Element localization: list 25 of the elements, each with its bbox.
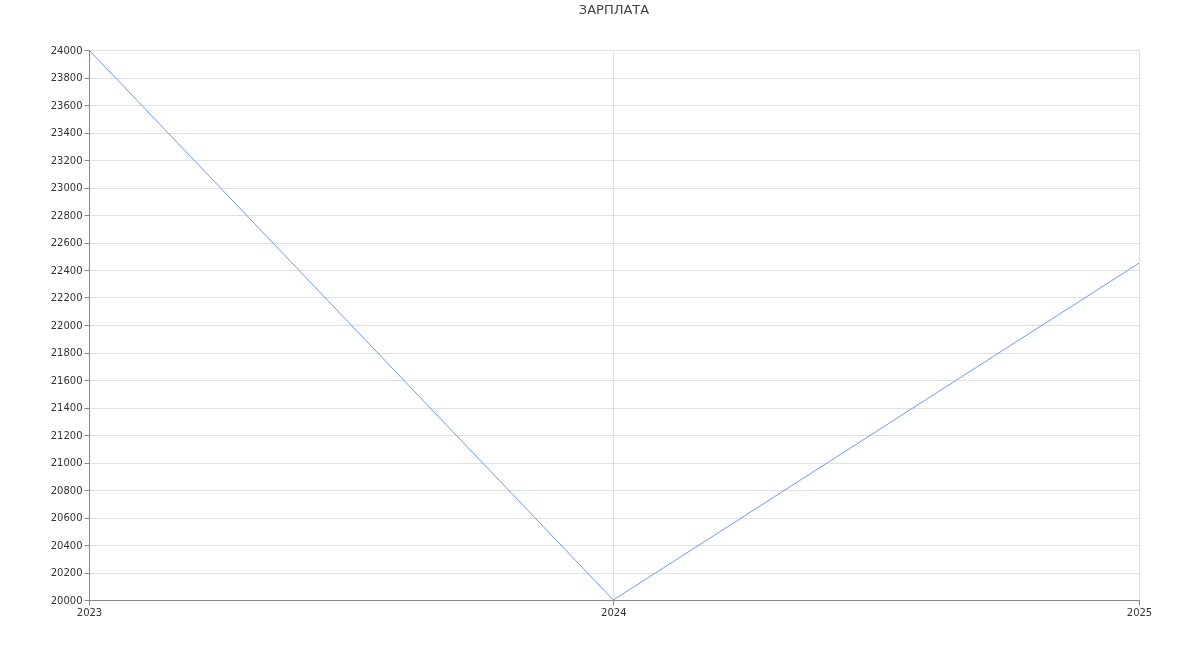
y-tick-label: 23800 bbox=[50, 72, 83, 83]
y-tick-label: 23600 bbox=[50, 99, 83, 111]
y-tick-label: 23000 bbox=[50, 182, 83, 193]
y-tick-label: 22000 bbox=[50, 319, 83, 331]
x-tick-label: 2024 bbox=[601, 606, 627, 618]
chart-title: ЗАРПЛАТА bbox=[578, 2, 650, 17]
y-tick-label: 20600 bbox=[50, 512, 83, 523]
y-tick-label: 21200 bbox=[50, 429, 83, 441]
y-tick-label: 22600 bbox=[50, 237, 83, 248]
y-tick-label: 23400 bbox=[50, 127, 83, 138]
y-tick-label: 20400 bbox=[50, 539, 83, 551]
y-tick-label: 22400 bbox=[50, 264, 83, 276]
y-tick-label: 22800 bbox=[50, 209, 83, 221]
x-tick-label: 2025 bbox=[1126, 606, 1153, 618]
y-tick-label: 20000 bbox=[50, 594, 83, 606]
y-tick-label: 23200 bbox=[50, 154, 83, 166]
x-tick-label: 2023 bbox=[76, 606, 103, 618]
y-tick-label: 21400 bbox=[50, 402, 83, 413]
y-tick-label: 22200 bbox=[50, 292, 83, 303]
y-tick-label: 21800 bbox=[50, 347, 83, 358]
y-tick-label: 20200 bbox=[50, 567, 83, 578]
y-tick-label: 20800 bbox=[50, 484, 83, 496]
y-tick-label: 21600 bbox=[50, 374, 83, 386]
y-tick-label: 21000 bbox=[50, 457, 83, 468]
y-tick-label: 24000 bbox=[50, 44, 83, 56]
